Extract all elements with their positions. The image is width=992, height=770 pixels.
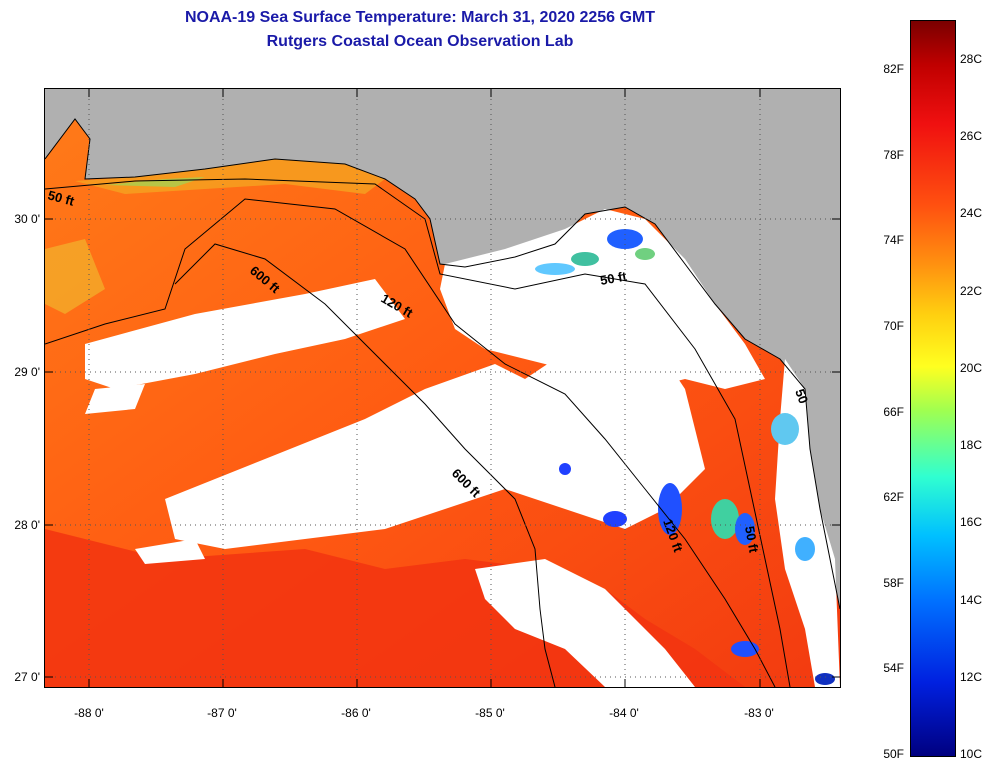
sst-map: 50 ft 600 ft 120 ft 50 ft 600 ft 120 ft … (44, 88, 841, 688)
colorbar-f-58: 58F (883, 576, 904, 590)
contour-label-50ft-west: 50 ft (46, 187, 76, 209)
colorbar-c-12: 12C (960, 670, 983, 684)
colorbar-f-54: 54F (883, 661, 904, 675)
temperature-colorbar (910, 20, 956, 757)
cloud-band-1 (85, 279, 405, 389)
longitude-label-84: -84 0' (609, 706, 639, 720)
longitude-label-88: -88 0' (74, 706, 104, 720)
cloud-patch-6 (85, 384, 145, 414)
colorbar-f-70: 70F (883, 319, 904, 333)
colorbar-c-14: 14C (960, 593, 983, 607)
colorbar-c-22: 22C (960, 284, 983, 298)
colorbar-f-74: 74F (883, 233, 904, 247)
cloud-band-2 (165, 329, 705, 549)
coastal-green-band (105, 177, 205, 187)
latitude-label-28: 28 0' (14, 518, 40, 532)
colorbar-c-10: 10C (960, 747, 983, 761)
latitude-label-30: 30 0' (14, 212, 40, 226)
colorbar-c-18: 18C (960, 438, 983, 452)
contour-50ft (45, 178, 791, 687)
cool-water-patches (535, 229, 835, 685)
colorbar-c-28: 28C (960, 52, 983, 66)
contour-label-50ft-bend: 50 ft (599, 268, 629, 288)
contour-label-50ft-south: 50 ft (742, 525, 762, 555)
colorbar-f-82: 82F (883, 62, 904, 76)
colorbar-c-24: 24C (960, 206, 983, 220)
sst-map-canvas: 50 ft 600 ft 120 ft 50 ft 600 ft 120 ft … (45, 89, 840, 687)
cloud-band-4 (475, 559, 695, 687)
colorbar-c-16: 16C (960, 515, 983, 529)
chart-subtitle: Rutgers Coastal Ocean Observation Lab (266, 33, 574, 50)
longitude-label-83: -83 0' (744, 706, 774, 720)
colorbar-c-20: 20C (960, 361, 983, 375)
colorbar-f-50: 50F (883, 747, 904, 761)
longitude-label-85: -85 0' (475, 706, 505, 720)
chart-title: NOAA-19 Sea Surface Temperature: March 3… (184, 9, 656, 26)
colorbar-f-78: 78F (883, 148, 904, 162)
longitude-label-86: -86 0' (341, 706, 371, 720)
western-yellow-patch (45, 239, 105, 314)
latitude-label-27: 27 0' (14, 670, 40, 684)
cloud-band-3 (440, 209, 765, 389)
contour-120ft (45, 198, 776, 687)
colorbar-f-66: 66F (883, 405, 904, 419)
cloud-patch-7 (135, 539, 205, 564)
coastline (45, 118, 840, 610)
colorbar-f-62: 62F (883, 490, 904, 504)
longitude-label-87: -87 0' (207, 706, 237, 720)
contour-600ft (174, 243, 556, 687)
contour-label-50-east: 50 (792, 387, 811, 406)
colorbar-c-26: 26C (960, 129, 983, 143)
latitude-label-29: 29 0' (14, 365, 40, 379)
axis-ticks (45, 89, 840, 687)
